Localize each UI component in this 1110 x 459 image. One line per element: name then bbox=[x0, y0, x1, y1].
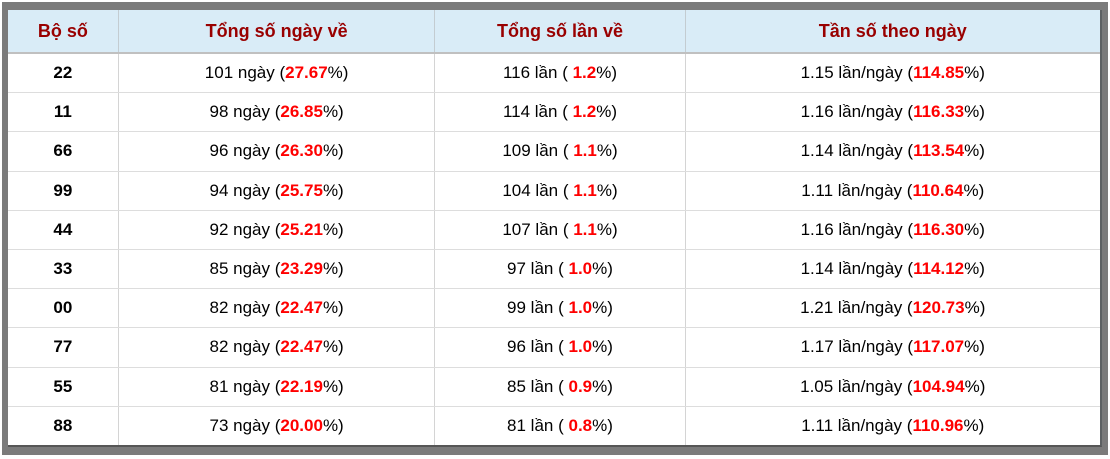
times-percent: 1.0 bbox=[568, 259, 593, 279]
cell-frequency: 1.05 lần/ngày (104.94%) bbox=[685, 367, 1100, 407]
lottery-statistics-table: Bộ số Tổng số ngày về Tổng số lần về Tần… bbox=[8, 10, 1100, 445]
cell-frequency: 1.11 lần/ngày (110.96%) bbox=[685, 406, 1100, 445]
cell-number: 99 bbox=[8, 171, 119, 211]
table-row: 00 82 ngày (22.47%) 99 lần ( 1.0%) 1.21 lần… bbox=[8, 288, 1100, 329]
times-percent: 0.8 bbox=[568, 415, 593, 435]
cell-total-times: 96 lần ( 1.0%) bbox=[434, 327, 686, 368]
cell-total-days: 81 ngày (22.19%) bbox=[118, 367, 436, 407]
table-body: 22 101 ngày (27.67%) 116 lần ( 1.2%) 1.15 l… bbox=[8, 53, 1100, 445]
days-percent: 22.47 bbox=[280, 337, 323, 357]
table-row: 99 94 ngày (25.75%) 104 lần ( 1.1%) 1.11 lầ… bbox=[8, 171, 1100, 211]
cell-total-days: 85 ngày (23.29%) bbox=[118, 249, 436, 290]
frequency-percent: 114.12 bbox=[913, 259, 965, 279]
statistics-table-container: Bộ số Tổng số ngày về Tổng số lần về Tần… bbox=[8, 10, 1102, 447]
cell-number: 88 bbox=[8, 406, 119, 445]
header-total-times: Tổng số lần về bbox=[434, 10, 686, 54]
times-percent: 0.9 bbox=[568, 376, 593, 396]
table-row: 11 98 ngày (26.85%) 114 lần ( 1.2%) 1.16 lầ… bbox=[8, 92, 1100, 133]
frequency-percent: 116.30 bbox=[913, 219, 965, 239]
table-row: 33 85 ngày (23.29%) 97 lần ( 1.0%) 1.14 lần… bbox=[8, 249, 1100, 290]
cell-total-days: 94 ngày (25.75%) bbox=[118, 171, 436, 211]
cell-total-times: 104 lần ( 1.1%) bbox=[434, 171, 686, 211]
cell-number: 33 bbox=[8, 249, 119, 290]
table-row: 55 81 ngày (22.19%) 85 lần ( 0.9%) 1.05 lần… bbox=[8, 367, 1100, 407]
cell-total-days: 82 ngày (22.47%) bbox=[118, 327, 436, 368]
table-row: 88 73 ngày (20.00%) 81 lần ( 0.8%) 1.11 lần… bbox=[8, 406, 1100, 445]
cell-total-times: 97 lần ( 1.0%) bbox=[434, 249, 686, 290]
cell-total-days: 73 ngày (20.00%) bbox=[118, 406, 436, 445]
header-row: Bộ số Tổng số ngày về Tổng số lần về Tần… bbox=[8, 10, 1100, 54]
cell-number: 44 bbox=[8, 210, 119, 250]
cell-frequency: 1.15 lần/ngày (114.85%) bbox=[685, 53, 1100, 94]
times-percent: 1.1 bbox=[573, 180, 597, 200]
table-row: 66 96 ngày (26.30%) 109 lần ( 1.1%) 1.14 lầ… bbox=[8, 131, 1100, 172]
cell-number: 11 bbox=[8, 92, 119, 133]
days-percent: 27.67 bbox=[285, 63, 328, 83]
cell-frequency: 1.11 lần/ngày (110.64%) bbox=[685, 171, 1100, 211]
cell-total-times: 107 lần ( 1.1%) bbox=[434, 210, 686, 250]
days-percent: 25.21 bbox=[280, 219, 323, 239]
days-percent: 25.75 bbox=[280, 180, 323, 200]
days-percent: 20.00 bbox=[280, 415, 323, 435]
cell-total-days: 101 ngày (27.67%) bbox=[118, 53, 436, 94]
frequency-percent: 110.64 bbox=[912, 180, 964, 200]
frequency-percent: 117.07 bbox=[913, 337, 965, 357]
cell-total-times: 116 lần ( 1.2%) bbox=[434, 53, 686, 94]
frequency-percent: 114.85 bbox=[913, 63, 965, 83]
times-percent: 1.2 bbox=[572, 102, 597, 122]
cell-frequency: 1.16 lần/ngày (116.33%) bbox=[685, 92, 1100, 133]
cell-total-times: 81 lần ( 0.8%) bbox=[434, 406, 686, 445]
frequency-percent: 113.54 bbox=[913, 141, 965, 161]
cell-frequency: 1.21 lần/ngày (120.73%) bbox=[685, 288, 1100, 329]
cell-frequency: 1.14 lần/ngày (113.54%) bbox=[685, 131, 1100, 172]
cell-total-days: 96 ngày (26.30%) bbox=[118, 131, 436, 172]
table-header: Bộ số Tổng số ngày về Tổng số lần về Tần… bbox=[8, 10, 1100, 54]
cell-number: 66 bbox=[8, 131, 119, 172]
cell-total-days: 82 ngày (22.47%) bbox=[118, 288, 436, 329]
cell-number: 55 bbox=[8, 367, 119, 407]
days-percent: 26.30 bbox=[280, 141, 323, 161]
header-number: Bộ số bbox=[8, 10, 119, 54]
header-frequency: Tần số theo ngày bbox=[685, 10, 1100, 54]
cell-total-times: 109 lần ( 1.1%) bbox=[434, 131, 686, 172]
days-percent: 23.29 bbox=[280, 259, 323, 279]
frequency-percent: 110.96 bbox=[912, 415, 964, 435]
table-row: 22 101 ngày (27.67%) 116 lần ( 1.2%) 1.15 l… bbox=[8, 53, 1100, 94]
cell-total-days: 98 ngày (26.85%) bbox=[118, 92, 436, 133]
cell-number: 22 bbox=[8, 53, 119, 94]
times-percent: 1.0 bbox=[568, 337, 593, 357]
cell-total-days: 92 ngày (25.21%) bbox=[118, 210, 436, 250]
cell-total-times: 114 lần ( 1.2%) bbox=[434, 92, 686, 133]
table-row: 77 82 ngày (22.47%) 96 lần ( 1.0%) 1.17 lần… bbox=[8, 327, 1100, 368]
frequency-percent: 120.73 bbox=[912, 298, 965, 318]
cell-frequency: 1.17 lần/ngày (117.07%) bbox=[685, 327, 1100, 368]
times-percent: 1.1 bbox=[573, 219, 597, 239]
days-percent: 26.85 bbox=[280, 102, 323, 122]
cell-total-times: 99 lần ( 1.0%) bbox=[434, 288, 686, 329]
cell-frequency: 1.14 lần/ngày (114.12%) bbox=[685, 249, 1100, 290]
cell-number: 00 bbox=[8, 288, 119, 329]
frequency-percent: 116.33 bbox=[913, 102, 965, 122]
times-percent: 1.0 bbox=[568, 298, 593, 318]
cell-frequency: 1.16 lần/ngày (116.30%) bbox=[685, 210, 1100, 250]
cell-number: 77 bbox=[8, 327, 119, 368]
header-total-days: Tổng số ngày về bbox=[118, 10, 436, 54]
frequency-percent: 104.94 bbox=[912, 376, 965, 396]
days-percent: 22.47 bbox=[280, 298, 323, 318]
table-row: 44 92 ngày (25.21%) 107 lần ( 1.1%) 1.16 lầ… bbox=[8, 210, 1100, 250]
cell-total-times: 85 lần ( 0.9%) bbox=[434, 367, 686, 407]
days-percent: 22.19 bbox=[280, 376, 323, 396]
times-percent: 1.1 bbox=[573, 141, 597, 161]
times-percent: 1.2 bbox=[572, 63, 597, 83]
